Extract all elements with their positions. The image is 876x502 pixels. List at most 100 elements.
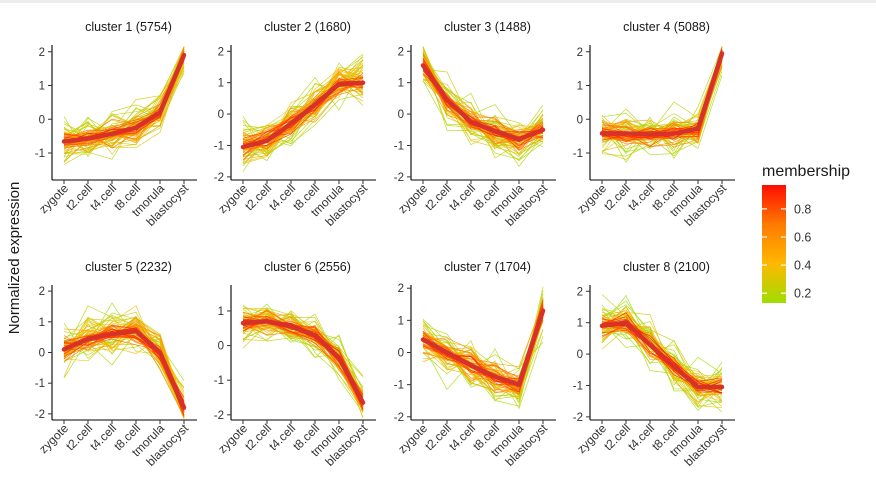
- y-tick-label: 0: [577, 349, 583, 361]
- member-lines: [422, 46, 544, 168]
- x-tick-label: zygote: [36, 421, 71, 456]
- y-tick-label: 2: [398, 283, 404, 295]
- y-tick-label: 2: [577, 286, 583, 298]
- member-line: [242, 316, 364, 398]
- member-line: [63, 61, 185, 153]
- centroid-line: [599, 320, 725, 390]
- y-tick-label: 0: [218, 341, 224, 353]
- panel-cluster-4: cluster 4 (5088) 2 1 0 -1 zygotet2.cellt4.cel…: [573, 20, 735, 229]
- legend-tick-label: 0.8: [794, 202, 811, 216]
- y-tick-label: -1: [394, 140, 404, 152]
- y-tick-label: 1: [577, 81, 583, 93]
- member-lines: [63, 46, 185, 165]
- x-tick-label: t4.cell: [87, 421, 119, 453]
- panel-cluster-5: cluster 5 (2232) 2 1 0 -1 -2zygotet2.cellt4.c…: [35, 260, 197, 469]
- member-line: [242, 312, 364, 408]
- member-line: [601, 52, 723, 139]
- y-tick-label: 1: [39, 81, 45, 93]
- member-line: [601, 51, 723, 140]
- x-tick-label: t4.cell: [625, 421, 657, 453]
- y-tick-label: 0: [398, 109, 404, 121]
- x-tick-label: t2.cell: [63, 421, 95, 453]
- y-tick-label: -1: [394, 380, 404, 392]
- y-tick-label: 2: [577, 47, 583, 59]
- panel-cluster-6: cluster 6 (2556) 1 0 -1 -2zygotet2.cellt4.ce…: [214, 260, 376, 469]
- y-tick-label: -2: [35, 409, 45, 421]
- centroid-line: [420, 63, 546, 142]
- y-tick-label: 0: [39, 348, 45, 360]
- panel-cluster-2: cluster 2 (1680) 2 1 0 -1 -2zygotet2.cellt4.c…: [214, 20, 376, 229]
- legend-title: membership: [762, 163, 850, 180]
- panel-cluster-7: cluster 7 (1704) 2 1 0 -1 -2zygotet2.cellt4.c…: [394, 260, 556, 469]
- x-tick-label: zygote: [395, 181, 430, 216]
- panel-title: cluster 8 (2100): [623, 260, 710, 274]
- x-tick-label: t2.cell: [63, 181, 95, 213]
- member-line: [242, 71, 364, 137]
- legend-tick-label: 0.6: [794, 230, 811, 244]
- y-tick-label: -2: [214, 172, 224, 184]
- y-tick-label: -1: [35, 148, 45, 160]
- y-tick-label: -1: [214, 375, 224, 387]
- x-tick-label: t4.cell: [446, 181, 478, 213]
- y-tick-label: -2: [394, 412, 404, 424]
- x-tick-label: zygote: [215, 181, 250, 216]
- panel-title: cluster 1 (5754): [85, 20, 172, 34]
- y-tick-label: 2: [39, 286, 45, 298]
- y-tick-label: -1: [573, 380, 583, 392]
- y-tick-label: -2: [394, 172, 404, 184]
- y-tick-label: 0: [577, 114, 583, 126]
- centroid-line: [240, 80, 366, 150]
- panels: cluster 1 (5754)210-1zygotet2.cellt4.cel…: [35, 20, 735, 469]
- legend-tick-label: 0.4: [794, 259, 811, 273]
- panel-cluster-1: cluster 1 (5754) 2 1 0 -1 zygotet2.cellt4.cel…: [35, 20, 197, 229]
- y-tick-label: -2: [573, 412, 583, 424]
- member-line: [63, 56, 185, 154]
- panel-title: cluster 4 (5088): [623, 20, 710, 34]
- centroid-line: [420, 308, 546, 387]
- x-tick-label: zygote: [574, 181, 609, 216]
- y-tick-label: -1: [214, 140, 224, 152]
- x-tick-label: t2.cell: [422, 181, 454, 213]
- x-tick-label: t4.cell: [266, 181, 298, 213]
- x-tick-label: zygote: [215, 421, 250, 456]
- y-tick-label: 0: [218, 109, 224, 121]
- legend-tick-label: 0.2: [794, 287, 811, 301]
- panel-cluster-3: cluster 3 (1488) 2 1 0 -1 -2zygotet2.cellt4.c…: [394, 20, 556, 229]
- x-tick-label: t2.cell: [242, 181, 274, 213]
- panel-title: cluster 5 (2232): [85, 260, 172, 274]
- member-line: [422, 299, 544, 392]
- x-tick-label: t4.cell: [266, 421, 298, 453]
- y-tick-label: -1: [573, 148, 583, 160]
- y-axis-label: Normalized expression: [6, 182, 23, 335]
- x-tick-label: t2.cell: [601, 181, 633, 213]
- member-line: [63, 57, 185, 146]
- x-tick-label: t4.cell: [87, 181, 119, 213]
- y-tick-label: 0: [39, 114, 45, 126]
- y-tick-label: 1: [218, 306, 224, 318]
- y-tick-label: 2: [218, 46, 224, 58]
- panel-title: cluster 2 (1680): [264, 20, 351, 34]
- x-tick-label: t2.cell: [242, 421, 274, 453]
- centroid-line: [61, 328, 187, 410]
- x-tick-label: t4.cell: [625, 181, 657, 213]
- centroid-line: [599, 51, 725, 137]
- centroid-line: [61, 52, 187, 144]
- y-tick-label: 2: [39, 47, 45, 59]
- y-tick-label: 1: [398, 78, 404, 90]
- membership-legend: membership 0.8 0.6 0.4 0.2: [762, 163, 850, 303]
- y-tick-label: 1: [398, 315, 404, 327]
- x-tick-label: zygote: [574, 421, 609, 456]
- y-tick-label: -1: [35, 378, 45, 390]
- y-tick-label: 0: [398, 348, 404, 360]
- x-tick-label: t2.cell: [601, 421, 633, 453]
- y-tick-label: 2: [398, 46, 404, 58]
- member-line: [242, 66, 364, 147]
- x-tick-label: t2.cell: [422, 421, 454, 453]
- x-tick-label: t4.cell: [446, 421, 478, 453]
- y-tick-label: 1: [577, 318, 583, 330]
- member-line: [601, 321, 723, 403]
- x-tick-label: zygote: [395, 421, 430, 456]
- y-tick-label: 1: [218, 78, 224, 90]
- panel-title: cluster 7 (1704): [444, 260, 531, 274]
